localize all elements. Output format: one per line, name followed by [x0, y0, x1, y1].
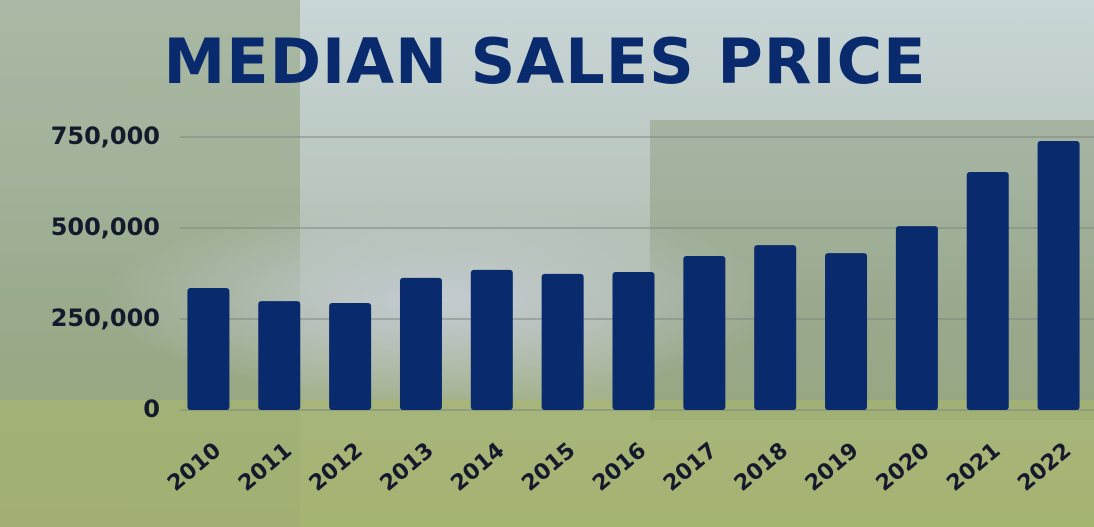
y-tick-label: 500,000	[51, 213, 160, 241]
y-tick-label: 750,000	[51, 122, 160, 150]
bar	[258, 301, 300, 410]
y-tick-label: 250,000	[51, 304, 160, 332]
bar	[896, 226, 938, 410]
bar	[542, 274, 584, 410]
chart: MEDIAN SALES PRICE 0 250,000 500,000 750,00…	[0, 0, 1094, 527]
bar	[613, 272, 655, 410]
bar	[754, 245, 796, 410]
chart-title: MEDIAN SALES PRICE	[164, 25, 927, 98]
bar	[1038, 141, 1080, 410]
bar	[187, 288, 229, 410]
bar	[400, 278, 442, 410]
y-tick-label: 0	[143, 395, 160, 423]
bar	[471, 270, 513, 410]
bar	[967, 172, 1009, 410]
bar	[825, 253, 867, 410]
bar	[329, 303, 371, 410]
bar	[683, 256, 725, 410]
